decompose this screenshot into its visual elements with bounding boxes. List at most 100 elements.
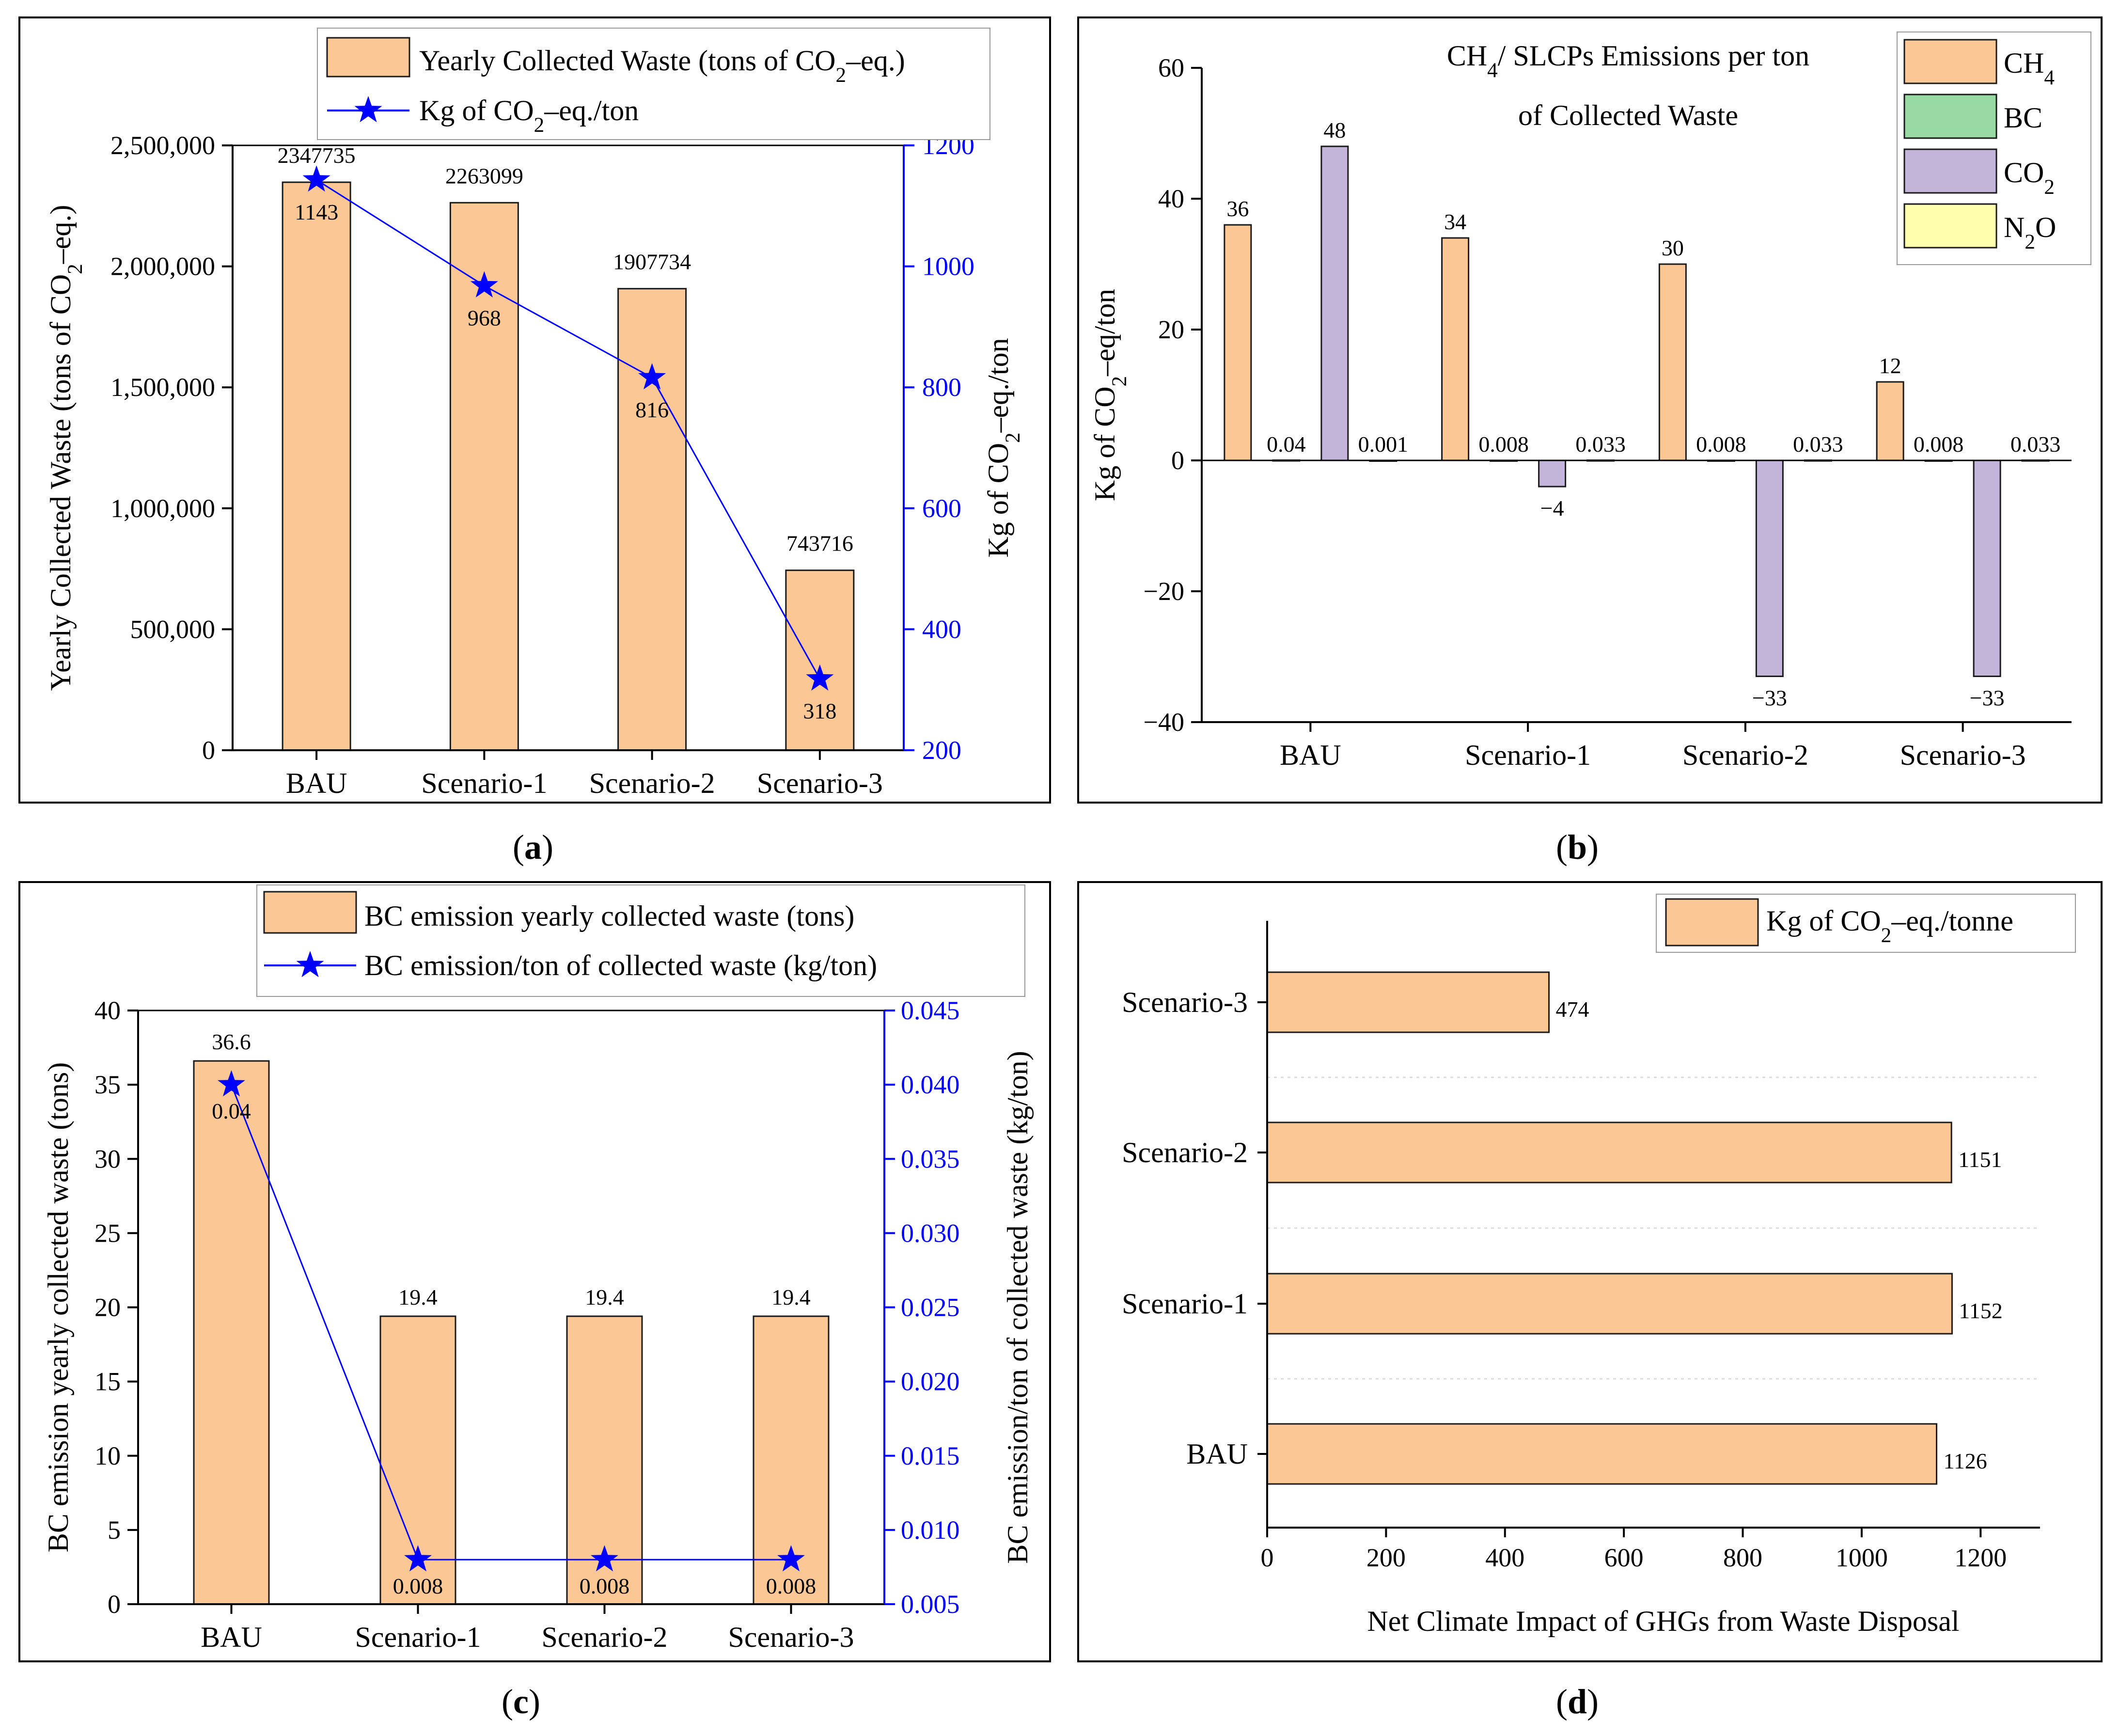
bar-data-label: 19.4 <box>585 1285 624 1310</box>
y2-tick-label: 0.035 <box>901 1144 960 1173</box>
legend-box <box>317 28 990 140</box>
panel-caption: (b) <box>1556 828 1599 867</box>
bar-data-label: −4 <box>1540 496 1564 521</box>
y2-tick-label: 0.030 <box>901 1218 960 1247</box>
panel-frame <box>1077 881 2103 1662</box>
bar <box>1538 459 1567 488</box>
text-span: CH <box>1447 40 1487 72</box>
caption-span: ) <box>1587 828 1599 867</box>
text-span: –eq.) <box>45 205 77 265</box>
y2-tick-label: 200 <box>922 736 961 765</box>
bar-data-label: 0.033 <box>1793 432 1843 457</box>
y-axis-title: BC emission yearly collected waste (tons… <box>42 1062 74 1552</box>
text-span: Yearly Collected Waste (tons of CO <box>419 45 836 77</box>
bar <box>1224 224 1252 461</box>
y-tick-label: Scenario-1 <box>1122 1288 1248 1320</box>
plot-area-b: 36 34 30 12 0.04 0.008 0.008 0.008 48 −4 −33 −33 0.0… <box>1089 40 2072 771</box>
y2-tick-label: 0.020 <box>901 1367 960 1396</box>
line-point <box>218 1070 245 1097</box>
x-tick-label: 600 <box>1604 1543 1644 1572</box>
line-point <box>638 363 666 390</box>
bar <box>1266 1423 1938 1485</box>
y2-tick-label: 600 <box>922 494 961 523</box>
text-span: –eq./ton <box>982 338 1014 433</box>
series-line <box>316 179 821 679</box>
legend-a: Yearly Collected Waste (tons of CO2–eq.)… <box>317 28 990 140</box>
y-tick-label: 2,000,000 <box>110 252 215 281</box>
bar-data-label: 0.008 <box>1914 432 1964 457</box>
x-tick-label: Scenario-2 <box>1682 739 1808 771</box>
line-point <box>470 271 498 298</box>
legend-box <box>256 884 1025 997</box>
x-tick-label: BAU <box>201 1621 262 1653</box>
y-tick-label: 40 <box>94 996 121 1025</box>
bar <box>1658 263 1687 461</box>
bar-data-label: 743716 <box>786 531 853 556</box>
caption-span: ) <box>1587 1682 1599 1721</box>
chart-panel-a: 2347735 2263099 1907734 743716 1143 968 816 318… <box>18 16 1051 867</box>
bar <box>1441 237 1470 461</box>
text-span: Kg of CO <box>419 95 534 126</box>
bar-data-label: 474 <box>1556 997 1589 1022</box>
y-tick-label: −20 <box>1144 577 1184 606</box>
text-span: BC <box>2004 102 2042 134</box>
panel-caption: (d) <box>1556 1682 1599 1721</box>
y-tick-label: 20 <box>94 1293 121 1322</box>
legend-star-icon <box>296 951 324 978</box>
bar <box>1755 459 1784 677</box>
bar-data-label: 48 <box>1323 118 1346 142</box>
x-tick-label: 1200 <box>1954 1543 2007 1572</box>
text-span: Kg of CO <box>1766 905 1881 937</box>
caption-span: ( <box>513 828 524 867</box>
panel-caption: (c) <box>502 1682 540 1721</box>
line-data-label: 0.008 <box>766 1574 816 1598</box>
x-tick-label: 800 <box>1723 1543 1762 1572</box>
subscript: 2 <box>1108 376 1131 387</box>
y-axis-title: Kg of CO2–eq/ton <box>1089 289 1131 501</box>
legend-label-line: BC emission/ton of collected waste (kg/t… <box>364 949 877 981</box>
subscript: 2 <box>64 264 87 274</box>
line-data-label: 0.008 <box>580 1574 630 1598</box>
bar-data-label: 0.008 <box>1478 432 1529 457</box>
legend-label-bar: Yearly Collected Waste (tons of CO2–eq.) <box>419 45 905 87</box>
x-tick-label: 1000 <box>1836 1543 1888 1572</box>
legend-swatch-bar <box>326 37 410 78</box>
bar <box>1266 1121 1952 1184</box>
bar-data-label: 1152 <box>1959 1298 2002 1323</box>
x-tick-label: Scenario-1 <box>355 1621 481 1653</box>
legend-label: CO2 <box>2004 157 2055 199</box>
y2-tick-label: 1000 <box>922 252 974 281</box>
subscript: 4 <box>2044 66 2055 89</box>
line-data-label: 968 <box>468 306 501 331</box>
y-tick-label: 40 <box>1158 184 1184 213</box>
bar-data-label: 0.001 <box>1358 432 1409 457</box>
y2-tick-label: 0.025 <box>901 1293 960 1322</box>
y2-tick-label: 800 <box>922 373 961 402</box>
x-tick-label: Scenario-1 <box>421 767 547 799</box>
text-span: Kg of CO <box>1089 386 1121 501</box>
bar <box>1973 459 2001 677</box>
x-tick-label: Scenario-3 <box>1900 739 2026 771</box>
chart-panel-b: 36 34 30 12 0.04 0.008 0.008 0.008 48 −4 −33 −33 0.0… <box>1077 16 2103 867</box>
line-data-label: 1143 <box>295 200 338 224</box>
panel-frame <box>1077 16 2103 804</box>
x-tick-label: Scenario-3 <box>728 1621 854 1653</box>
panel-frame <box>18 881 1051 1662</box>
text-span: / SLCPs Emissions per ton <box>1498 40 1809 72</box>
text-span: Kg of CO <box>982 443 1014 558</box>
x-axis-title: Net Climate Impact of GHGs from Waste Di… <box>1367 1605 1959 1637</box>
subscript: 2 <box>1881 924 1892 947</box>
subscript: 2 <box>1002 432 1024 443</box>
legend-swatch <box>1903 39 1997 84</box>
chart-panel-d: 1126 1152 1151 474 BAU Scenario-1 Scenario-2 Sc… <box>1077 881 2103 1721</box>
bar-data-label: 30 <box>1662 236 1684 260</box>
legend-label: CH4 <box>2004 47 2055 89</box>
bar <box>617 288 687 751</box>
bar <box>1266 971 1550 1033</box>
y-tick-label: 5 <box>108 1515 121 1545</box>
caption-span: ) <box>529 1682 540 1721</box>
legend-swatch <box>1903 203 1997 249</box>
caption-span: ( <box>1556 828 1568 867</box>
text-span: CO <box>2004 157 2044 189</box>
